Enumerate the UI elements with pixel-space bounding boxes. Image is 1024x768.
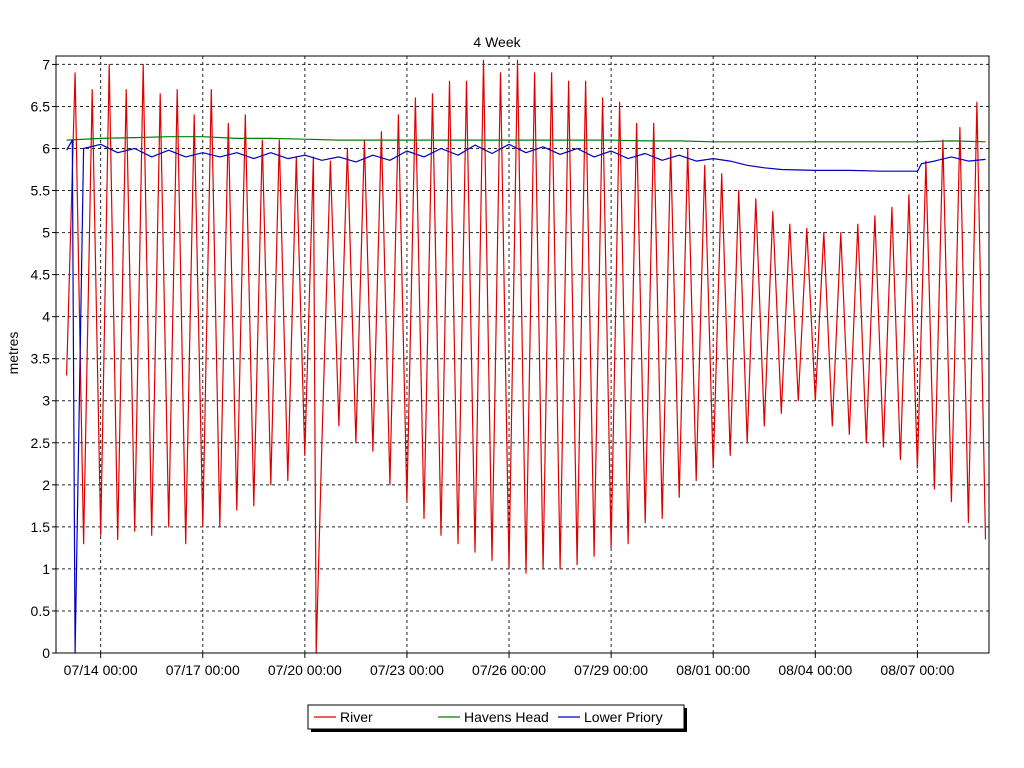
chart-title: 4 Week [473,34,521,50]
series-layer [66,59,987,654]
x-tick-label: 07/23 00:00 [370,662,444,678]
y-tick-label: 7 [42,56,50,72]
y-tick-label: 6 [42,140,50,156]
legend-label: Havens Head [464,709,549,725]
y-tick-label: 4 [42,309,50,325]
x-tick-label: 07/14 00:00 [64,662,138,678]
x-tick-label: 07/17 00:00 [166,662,240,678]
legend: River Havens Head Lower Priory [307,704,687,732]
legend-label: River [340,709,373,725]
y-tick-label: 5.5 [31,183,51,199]
y-tick-label: 6.5 [31,98,51,114]
y-tick-label: 4.5 [31,267,51,283]
series-line-river [66,59,987,654]
y-tick-label: 2.5 [31,435,51,451]
y-tick-label: 3.5 [31,351,51,367]
y-axis-ticks: 0 0.5 1 1.5 2 2.5 3 3.5 4 4.5 5 5.5 6 6.5 7 [31,56,56,661]
y-tick-label: 1 [42,561,50,577]
x-tick-label: 08/07 00:00 [880,662,954,678]
x-tick-label: 07/20 00:00 [268,662,342,678]
legend-label: Lower Priory [584,709,663,725]
x-tick-label: 08/01 00:00 [676,662,750,678]
y-tick-label: 2 [42,477,50,493]
x-axis-ticks: 07/14 00:00 07/17 00:00 07/20 00:00 07/23 0… [64,653,955,678]
y-tick-label: 0.5 [31,603,51,619]
legend-box [307,704,685,730]
y-axis-label: metres [5,332,21,375]
y-tick-label: 5 [42,225,50,241]
y-tick-label: 0 [42,645,50,661]
x-tick-label: 07/26 00:00 [472,662,546,678]
y-tick-label: 3 [42,393,50,409]
x-tick-label: 08/04 00:00 [778,662,852,678]
series-line-havens-head [66,136,986,143]
plot-area-frame [55,55,990,654]
y-tick-label: 1.5 [31,519,51,535]
series-line-lower-priory [66,139,986,654]
x-tick-label: 07/29 00:00 [574,662,648,678]
